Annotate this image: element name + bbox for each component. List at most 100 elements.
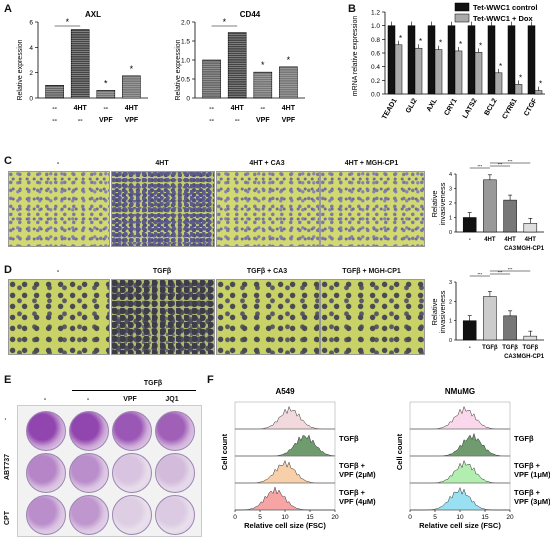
panel-label-c: C xyxy=(4,155,12,167)
culture-well xyxy=(155,453,195,493)
panel-e-col-1: - xyxy=(43,396,47,403)
micrograph-d-control xyxy=(8,279,110,355)
y-axis-label: Cell count xyxy=(395,433,404,470)
histogram-curve xyxy=(235,459,335,484)
x-tick-label: 5 xyxy=(258,514,262,521)
histogram-curve xyxy=(410,405,511,430)
micrograph-d-tgf-mgh xyxy=(320,279,425,355)
y-tick-label: 3 xyxy=(449,280,452,286)
x-label-row2: -- xyxy=(235,117,240,124)
sig-star: *** xyxy=(477,164,482,169)
bar xyxy=(407,25,416,95)
histogram-title: NMuMG xyxy=(445,387,475,396)
micrograph-d-tgf xyxy=(111,279,215,355)
bar xyxy=(534,90,543,95)
x-tick-label: 10 xyxy=(456,514,464,521)
panel-e-row-2: ABT737 xyxy=(4,453,11,480)
culture-well xyxy=(26,411,66,451)
bar xyxy=(122,75,141,99)
y-axis-label: Cell count xyxy=(220,433,229,470)
bar xyxy=(202,59,221,99)
bar xyxy=(427,25,436,95)
y-tick-label: 0.6 xyxy=(371,51,380,58)
y-axis-label: Relative xyxy=(430,190,439,217)
histogram-curve xyxy=(235,434,336,457)
sig-star: * xyxy=(130,64,134,74)
histogram-curve xyxy=(234,486,335,511)
panel-label-e: E xyxy=(4,374,12,386)
culture-well xyxy=(155,411,195,451)
panel-d-label-1: - xyxy=(56,268,60,275)
bar xyxy=(434,49,443,95)
panel-label-d: D xyxy=(4,264,12,276)
histogram-curve xyxy=(410,432,511,457)
panel-e-col-4: JQ1 xyxy=(165,396,179,403)
histogram-curve xyxy=(235,405,336,430)
panel-e-col-2: - xyxy=(86,396,90,403)
micrograph-c-control xyxy=(8,171,110,247)
histogram-row-label: VPF (4μM) xyxy=(339,497,376,506)
histogram-row-label: TGFβ + xyxy=(339,461,366,470)
x-tick-label: LATS2 xyxy=(462,97,479,119)
panel-a-charts: AXL 0 2 4 6 -- -- 4HT -- -- VPF * 4HT VPF * * Relative e… xyxy=(17,10,305,124)
bar xyxy=(474,52,483,95)
x-tick-label: CRY1 xyxy=(443,97,458,117)
y-tick-label: 0 xyxy=(449,338,452,344)
x-label-row1: 4HT xyxy=(74,105,88,112)
bar xyxy=(96,90,116,99)
x-tick-label: AXL xyxy=(426,97,439,113)
x-tick-label: 20 xyxy=(331,514,339,521)
x-label-row2: VPF xyxy=(99,117,113,124)
panel-b-chart: 0.0 0.2 0.4 0.6 0.8 1.0 1.2 mRNA relative expre… xyxy=(352,2,545,121)
panel-e-tgf-label: TGFβ xyxy=(143,380,163,387)
sig-star: *** xyxy=(508,160,513,164)
sig-star: *** xyxy=(498,270,503,275)
histogram-row-label: VPF (3μM) xyxy=(514,497,550,506)
y-tick-label: 1 xyxy=(449,216,452,222)
y-tick-label: 6 xyxy=(29,20,33,27)
bar xyxy=(527,25,536,95)
x-label-row1: 4HT xyxy=(231,105,245,112)
y-tick-label: 3 xyxy=(449,187,452,193)
sig-star: *** xyxy=(477,272,482,277)
y-tick-label: 0.8 xyxy=(371,37,380,44)
y-tick-label: 2 xyxy=(449,299,452,305)
sig-star: * xyxy=(261,60,265,70)
x-label-row2: -- xyxy=(209,117,214,124)
y-tick-label: 2 xyxy=(449,201,452,207)
x-label-row2: MGH-CP1 xyxy=(516,354,544,360)
bar xyxy=(483,296,497,341)
x-label-row1: TGFβ xyxy=(502,345,518,351)
x-label-row2: VPF xyxy=(282,117,296,124)
sig-star: * xyxy=(519,73,522,82)
sig-star: * xyxy=(287,55,291,65)
x-label-row1: 4HT xyxy=(125,105,139,112)
sig-star: * xyxy=(479,41,482,50)
bar xyxy=(394,44,403,95)
x-label-row2: CA3 xyxy=(504,246,517,252)
y-axis-label: invasiveness xyxy=(438,290,447,333)
bar xyxy=(494,72,503,95)
panel-e-col-3: VPF xyxy=(123,396,137,403)
y-axis-label: mRNA relative expression xyxy=(352,16,359,97)
sig-star: * xyxy=(539,80,542,89)
culture-well xyxy=(155,495,195,535)
x-tick-label: 10 xyxy=(281,514,289,521)
y-tick-label: 0.2 xyxy=(371,78,380,85)
y-tick-label: 0 xyxy=(186,96,190,103)
panel-d-label-2: TGFβ xyxy=(152,268,172,275)
x-label-row2: MGH-CP1 xyxy=(516,246,544,252)
culture-well xyxy=(112,411,152,451)
x-label-row1: 4HT xyxy=(484,237,496,243)
sig-star: * xyxy=(104,78,108,88)
panel-label-a: A xyxy=(4,3,12,15)
y-tick-label: 2.0 xyxy=(181,20,190,27)
histogram-row-label: TGFβ + xyxy=(514,488,541,497)
y-tick-label: 0.0 xyxy=(371,92,380,99)
y-tick-label: 1.2 xyxy=(371,10,380,17)
panel-d-label-4: TGFβ + MGH-CP1 xyxy=(342,268,401,275)
culture-well xyxy=(112,453,152,493)
x-label-row1: -- xyxy=(260,105,265,112)
x-label-row2: VPF xyxy=(256,117,270,124)
